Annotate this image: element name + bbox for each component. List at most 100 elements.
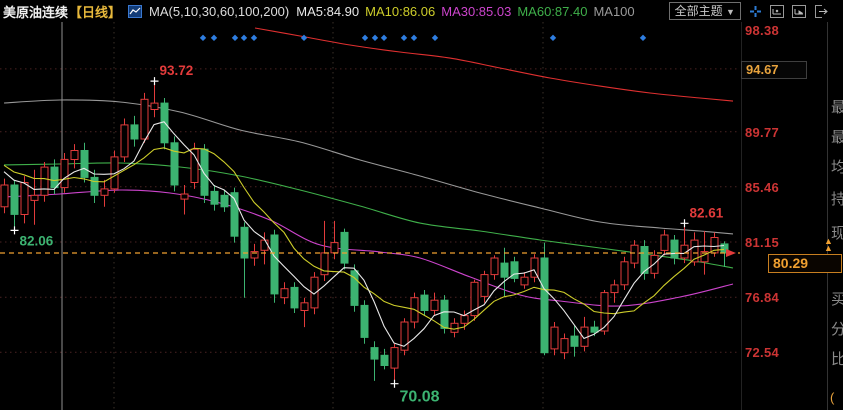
candle: [520, 272, 529, 289]
theme-selector-label: 全部主题: [674, 4, 723, 18]
axis-tick-label: 85.46: [745, 180, 780, 195]
candle: [560, 333, 569, 360]
candle: [80, 142, 89, 183]
event-dot-icon[interactable]: [300, 34, 308, 42]
top-bar: 美原油连续 【日线】 MA(5,10,30,60,100,200) MA5:84.…: [0, 0, 843, 22]
crosshair-axis-value: 94.67: [741, 61, 807, 79]
chart-type-icon[interactable]: [128, 4, 143, 18]
candle: [420, 290, 429, 316]
clipped-label: 分: [831, 318, 843, 339]
candle: [270, 229, 279, 303]
ma100-line: [3, 99, 734, 235]
event-dot-icon[interactable]: [549, 34, 557, 42]
instrument-title: 美原油连续: [3, 4, 69, 20]
candle: [490, 255, 499, 280]
event-dot-icon[interactable]: [361, 34, 369, 42]
ma-values: MA5:84.90 MA10:86.06 MA30:85.03 MA60:87.40 M…: [296, 4, 640, 19]
price-up-arrows-icon: ▲ ▲: [824, 236, 833, 253]
event-dot-icon[interactable]: [231, 34, 239, 42]
candle: [110, 150, 119, 193]
candle: [640, 240, 649, 280]
event-dot-icon[interactable]: [210, 34, 218, 42]
ma200-line: [254, 27, 734, 102]
clipped-paren: (: [830, 390, 835, 405]
export-icon[interactable]: [814, 4, 829, 19]
candle: [350, 264, 359, 312]
candle: [220, 190, 229, 212]
ma-value: MA60:87.40: [517, 3, 588, 19]
event-dot-icon[interactable]: [371, 34, 379, 42]
candle: [280, 282, 289, 305]
candle: [0, 178, 9, 214]
candle: [230, 187, 239, 243]
candle: [430, 292, 439, 316]
extreme-cross-icon: [150, 77, 159, 86]
candle: [340, 228, 349, 270]
candle: [210, 185, 219, 211]
candle: [120, 118, 129, 162]
event-dot-icon[interactable]: [199, 34, 207, 42]
candle: [190, 142, 199, 189]
axis-tick-label: 76.84: [745, 290, 780, 305]
candle: [570, 325, 579, 357]
candle: [670, 235, 679, 265]
candle: [470, 279, 479, 321]
event-dot-icon[interactable]: [380, 34, 388, 42]
candle: [90, 169, 99, 203]
ma5-line: [3, 121, 725, 347]
ma-value: MA30:85.03: [441, 3, 512, 19]
crosshair-move-icon[interactable]: [748, 4, 763, 19]
candle: [550, 322, 559, 356]
expand-x-icon[interactable]: [791, 4, 807, 19]
candle: [630, 240, 639, 269]
event-dot-icon[interactable]: [240, 34, 248, 42]
candle: [380, 348, 389, 370]
event-dot-icon[interactable]: [410, 34, 418, 42]
candle: [170, 136, 179, 192]
clipped-label: 持: [831, 188, 843, 209]
clipped-label: 比: [831, 348, 843, 369]
last-price-arrow-icon: [726, 249, 736, 258]
candle: [20, 176, 29, 224]
compress-x-icon[interactable]: [769, 4, 785, 19]
candle: [620, 256, 629, 290]
candle: [610, 279, 619, 303]
axis-tick-label: 98.38: [745, 23, 780, 38]
candle: [240, 222, 249, 298]
candle: [540, 242, 549, 356]
event-dot-icon[interactable]: [639, 34, 647, 42]
candle: [10, 179, 19, 231]
extreme-price-label: 82.06: [20, 233, 54, 248]
event-dot-icon[interactable]: [400, 34, 408, 42]
candle: [480, 270, 489, 303]
candle: [300, 297, 309, 328]
clipped-label: 最: [831, 96, 843, 117]
ma-formula: MA(5,10,30,60,100,200): [149, 3, 290, 19]
event-dot-icon[interactable]: [250, 34, 258, 42]
current-price-box: 80.29: [768, 254, 842, 273]
candle: [500, 247, 509, 297]
candle: [40, 162, 49, 202]
candle: [400, 318, 409, 356]
theme-selector[interactable]: 全部主题 ▼: [668, 2, 741, 20]
extreme-cross-icon: [680, 219, 689, 228]
candle: [160, 98, 169, 150]
candle: [390, 343, 399, 384]
candle: [690, 232, 699, 266]
candle: [140, 92, 149, 143]
period-label: 【日线】: [69, 4, 122, 20]
candle: [250, 243, 259, 266]
axis-tick-label: 89.77: [745, 125, 780, 140]
clipped-quote-panel: 最最均持现买分比 (: [827, 22, 843, 410]
candle: [130, 115, 139, 147]
event-dot-icon[interactable]: [431, 34, 439, 42]
candle: [580, 316, 589, 352]
extreme-price-label: 93.72: [160, 63, 194, 78]
ma10-line: [3, 147, 725, 330]
extreme-price-label: 70.08: [400, 389, 440, 406]
extreme-price-label: 82.61: [690, 205, 724, 220]
ma-value: MA5:84.90: [296, 3, 360, 19]
candle: [370, 341, 379, 381]
